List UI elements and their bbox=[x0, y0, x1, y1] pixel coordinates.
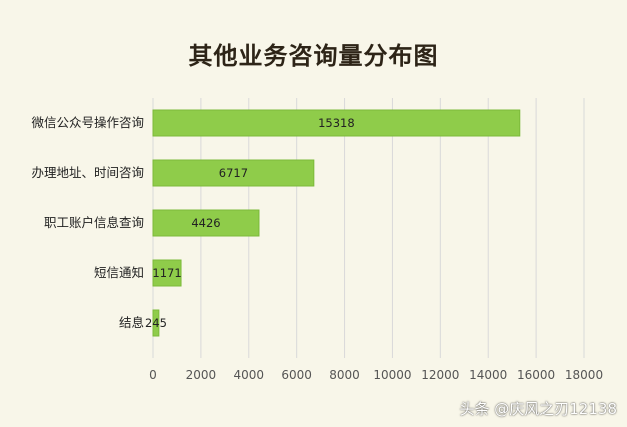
category-label: 职工账户信息查询 bbox=[44, 215, 144, 230]
data-label: 1171 bbox=[152, 266, 181, 280]
x-tick-label: 6000 bbox=[281, 368, 312, 382]
category-label: 结息 bbox=[119, 315, 144, 330]
x-tick-label: 2000 bbox=[186, 368, 217, 382]
category-label: 微信公众号操作咨询 bbox=[31, 115, 144, 130]
x-tick-label: 14000 bbox=[469, 368, 507, 382]
bar bbox=[152, 109, 521, 137]
data-label: 6717 bbox=[219, 166, 248, 180]
x-tick-label: 8000 bbox=[329, 368, 360, 382]
bar bbox=[152, 209, 260, 237]
x-tick-label: 4000 bbox=[234, 368, 265, 382]
x-tick-label: 10000 bbox=[373, 368, 411, 382]
x-tick-label: 16000 bbox=[517, 368, 555, 382]
chart-title: 其他业务咨询量分布图 bbox=[188, 42, 439, 70]
x-tick-label: 18000 bbox=[565, 368, 603, 382]
data-label: 4426 bbox=[191, 216, 220, 230]
watermark: 头条 @庆风之刃12138 bbox=[459, 400, 618, 418]
x-tick-label: 0 bbox=[149, 368, 157, 382]
x-tick-label: 12000 bbox=[421, 368, 459, 382]
category-label: 短信通知 bbox=[94, 265, 144, 280]
bar bbox=[152, 159, 315, 187]
bar bbox=[152, 309, 160, 337]
data-label: 245 bbox=[145, 316, 167, 330]
data-label: 15318 bbox=[318, 116, 355, 130]
category-label: 办理地址、时间咨询 bbox=[31, 165, 144, 180]
bar bbox=[152, 259, 182, 287]
